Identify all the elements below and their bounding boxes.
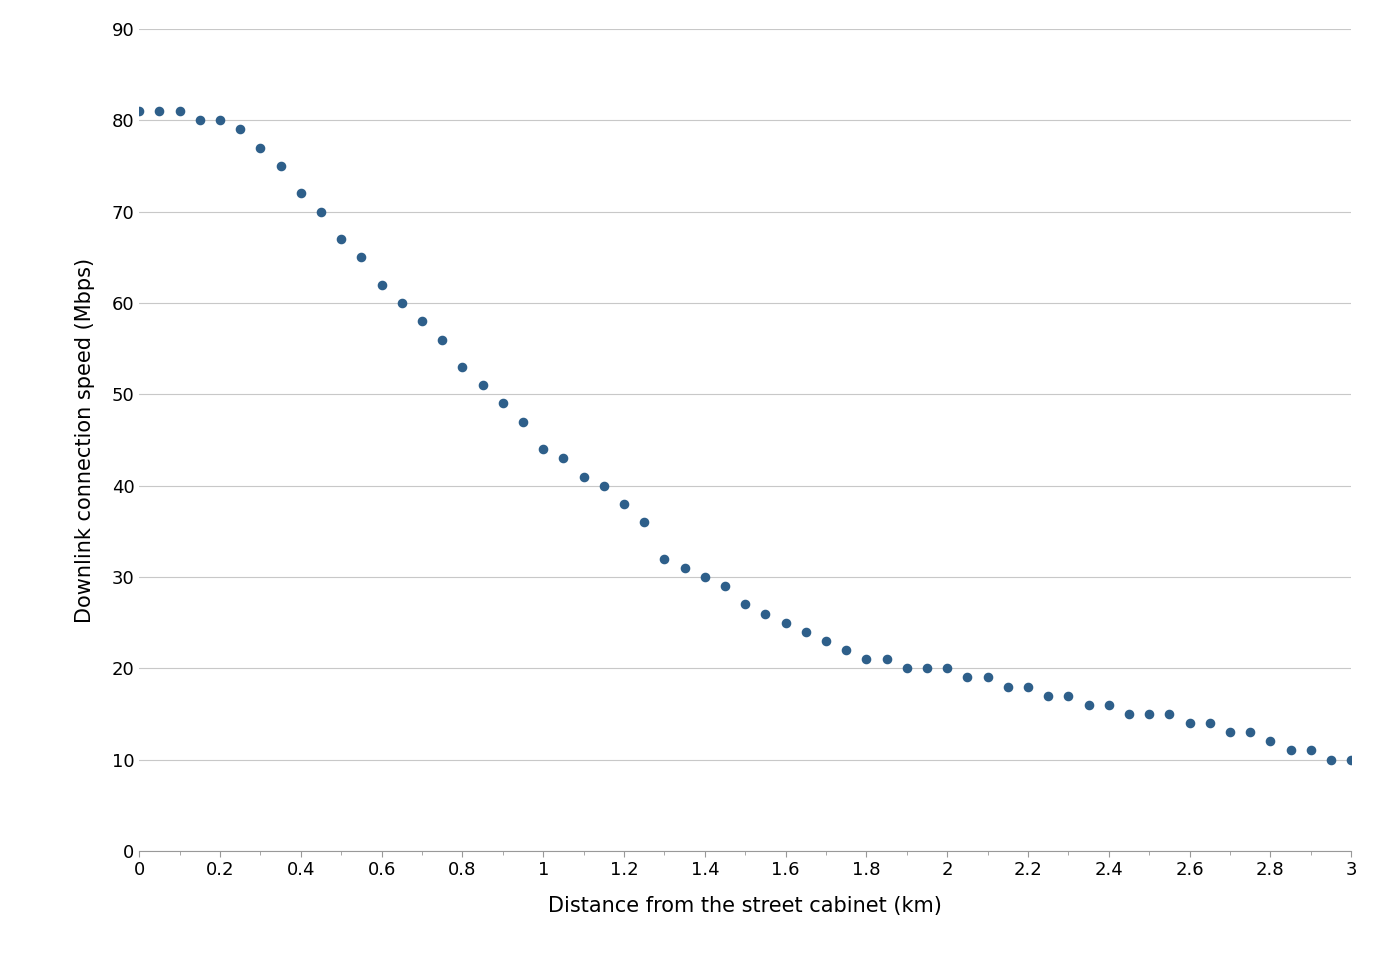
Point [290,186,312,201]
Point [976,670,999,686]
Y-axis label: Downlink connection speed (Mbps): Downlink connection speed (Mbps) [75,257,95,623]
Point [593,478,616,493]
Point [653,551,676,567]
Point [1036,688,1060,703]
Point [1098,697,1120,713]
Point [674,560,696,575]
Point [1340,752,1362,768]
Point [997,679,1020,694]
Point [876,652,898,667]
Point [209,112,231,128]
Point [956,670,978,686]
Point [1259,734,1282,749]
Point [1321,752,1343,768]
Point [1198,716,1220,731]
X-axis label: Distance from the street cabinet (km): Distance from the street cabinet (km) [549,896,942,916]
Point [532,441,554,456]
Point [1017,679,1039,694]
Point [309,204,333,220]
Point [553,451,575,466]
Point [855,652,878,667]
Point [149,103,170,119]
Point [1119,706,1141,721]
Point [815,633,837,649]
Point [128,103,150,119]
Point [189,112,212,128]
Point [1300,743,1322,758]
Point [896,660,918,676]
Point [775,615,797,630]
Point [228,122,252,137]
Point [694,570,716,585]
Point [1240,724,1262,740]
Point [249,140,272,156]
Point [371,277,393,292]
Point [330,231,352,247]
Point [390,295,414,310]
Point [715,578,737,594]
Point [917,660,939,676]
Point [1219,724,1241,740]
Point [573,469,595,484]
Point [169,103,191,119]
Point [632,514,656,530]
Point [351,249,373,265]
Point [1057,688,1080,703]
Point [513,414,535,429]
Point [794,624,816,639]
Point [734,597,756,612]
Point [1138,706,1160,721]
Point [613,496,635,512]
Point [471,377,495,393]
Point [270,159,293,174]
Point [936,660,958,676]
Point [1078,697,1100,713]
Point [834,642,857,658]
Point [755,605,777,621]
Point [1280,743,1302,758]
Point [432,332,454,347]
Point [411,313,433,329]
Point [1158,706,1180,721]
Point [492,396,514,411]
Point [1178,716,1201,731]
Point [451,359,474,374]
